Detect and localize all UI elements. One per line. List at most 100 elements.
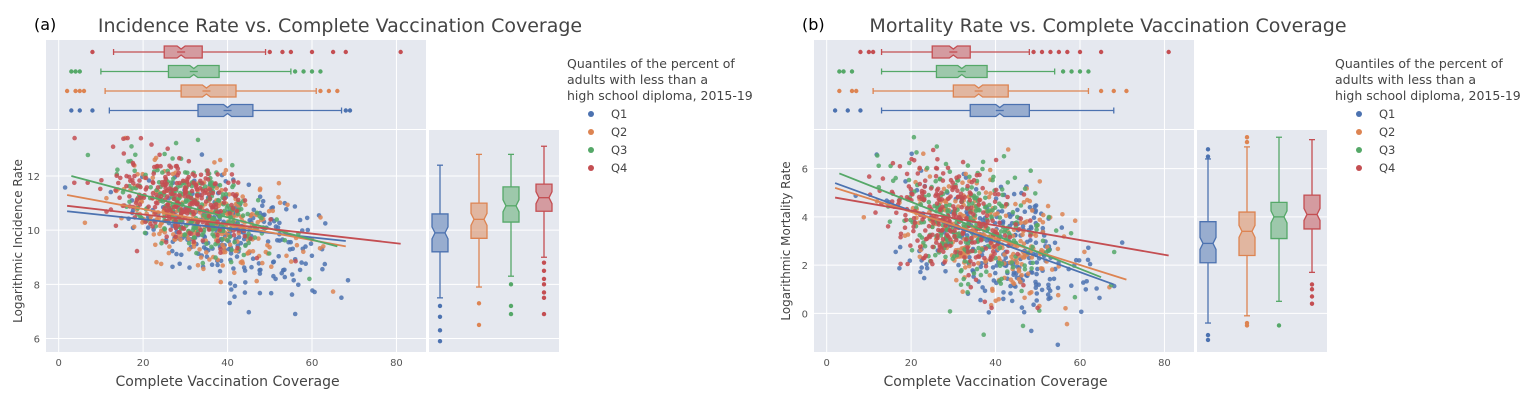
box-outlier <box>870 49 876 55</box>
scatter-point-q3 <box>192 225 197 231</box>
scatter-point-q4 <box>971 178 977 183</box>
scatter-point-q3 <box>204 241 209 246</box>
x-tick-label: 0 <box>55 358 61 369</box>
scatter-point-q1 <box>1021 309 1027 315</box>
box-outlier <box>343 108 348 113</box>
scatter-point-q3 <box>1005 180 1011 185</box>
scatter-point-q1 <box>268 290 274 296</box>
scatter-point-q4 <box>168 165 174 170</box>
scatter-point-q3 <box>914 150 919 155</box>
box-outlier <box>309 69 315 74</box>
scatter-point-q4 <box>152 164 157 170</box>
scatter-point-q4 <box>182 189 188 195</box>
scatter-point-q3 <box>965 240 971 246</box>
scatter-point-q2 <box>154 259 159 265</box>
scatter-point-q1 <box>290 246 296 252</box>
trend-line-q3 <box>71 175 338 248</box>
scatter-point-q3 <box>914 205 919 210</box>
x-tick-label: 80 <box>1158 358 1171 369</box>
scatter-point-q3 <box>999 203 1004 208</box>
scatter-point-q2 <box>921 151 926 156</box>
scatter-point-q4 <box>231 179 236 184</box>
scatter-point-q4 <box>217 227 223 233</box>
scatter-point-q3 <box>1068 231 1074 236</box>
mortality-chart: (b) Mortality Rate vs. Complete Vaccinati… <box>779 15 1521 390</box>
scatter-point-q2 <box>1025 197 1030 203</box>
scatter-point-q4 <box>177 193 182 198</box>
scatter-point-q3 <box>1046 214 1052 220</box>
trend-line-q4 <box>834 196 1169 257</box>
scatter-point-q4 <box>981 210 986 215</box>
scatter-point-q3 <box>1012 175 1018 181</box>
scatter-point-q3 <box>186 240 192 246</box>
scatter-point-q2 <box>318 215 323 220</box>
box-body <box>1303 194 1321 230</box>
scatter-point-q4 <box>1015 251 1020 257</box>
scatter-point-q1 <box>227 300 232 306</box>
scatter-point-q4 <box>966 272 971 278</box>
scatter-point-q1 <box>1007 214 1013 220</box>
scatter-point-q1 <box>146 178 152 183</box>
legend-marker-q1 <box>1356 111 1362 117</box>
scatter-point-q4 <box>113 223 119 229</box>
scatter-point-q1 <box>1051 276 1057 282</box>
scatter-point-q1 <box>284 207 289 212</box>
trend-line-q3 <box>839 172 1102 279</box>
box-outlier <box>1276 323 1282 328</box>
scatter-point-q2 <box>269 264 274 270</box>
scatter-point-q4 <box>113 187 118 193</box>
scatter-point-q2 <box>212 160 217 165</box>
scatter-point-q3 <box>266 251 272 256</box>
scatter-point-q3 <box>943 254 948 260</box>
scatter-point-q2 <box>151 232 157 237</box>
box-outlier <box>1205 154 1211 159</box>
scatter-point-q1 <box>234 254 240 259</box>
scatter-point-q2 <box>1037 217 1043 223</box>
scatter-point-q4 <box>1004 249 1010 255</box>
scatter-point-q4 <box>163 240 169 245</box>
scatter-point-q2 <box>1018 238 1023 244</box>
scatter-point-q1 <box>286 239 291 245</box>
scatter-point-q4 <box>968 235 974 241</box>
scatter-point-q4 <box>945 165 951 171</box>
scatter-point-q2 <box>201 266 206 272</box>
scatter-point-q3 <box>153 224 159 229</box>
scatter-point-q3 <box>930 224 935 230</box>
box-outlier <box>1065 49 1070 55</box>
scatter-point-q1 <box>1039 287 1045 293</box>
x-tick-label: 60 <box>1074 358 1087 369</box>
scatter-point-q3 <box>934 204 940 210</box>
box-outlier <box>1056 49 1062 55</box>
scatter-point-q1 <box>257 267 262 273</box>
scatter-point-q1 <box>170 248 175 254</box>
scatter-point-q4 <box>955 188 960 193</box>
box-outlier <box>81 88 87 94</box>
scatter-point-q4 <box>192 173 198 179</box>
scatter-point-q4 <box>232 194 238 199</box>
scatter-point-q3 <box>981 332 986 338</box>
scatter-point-q4 <box>190 209 195 215</box>
scatter-point-q4 <box>1018 216 1024 221</box>
scatter-point-q2 <box>288 259 294 264</box>
box-outlier <box>73 69 78 74</box>
scatter-point-q4 <box>965 183 970 189</box>
scatter-point-q4 <box>1002 233 1008 238</box>
scatter-point-q4 <box>926 223 932 229</box>
scatter-point-q4 <box>908 243 913 248</box>
scatter-point-q4 <box>218 250 223 255</box>
scatter-point-q2 <box>1029 290 1034 295</box>
scatter-point-q1 <box>242 290 248 295</box>
box-outlier <box>1077 49 1083 55</box>
scatter-point-q1 <box>1087 261 1093 267</box>
x-box-q3 <box>69 64 323 79</box>
scatter-point-q3 <box>254 210 260 216</box>
scatter-point-q4 <box>221 200 227 206</box>
scatter-point-q3 <box>933 252 938 258</box>
box-outlier <box>301 69 306 74</box>
scatter-point-q4 <box>180 178 186 184</box>
box-outlier <box>541 311 547 317</box>
scatter-point-q4 <box>177 180 182 186</box>
scatter-point-q1 <box>1001 290 1006 295</box>
scatter-point-q2 <box>1045 203 1051 209</box>
box-outlier <box>1309 294 1315 299</box>
